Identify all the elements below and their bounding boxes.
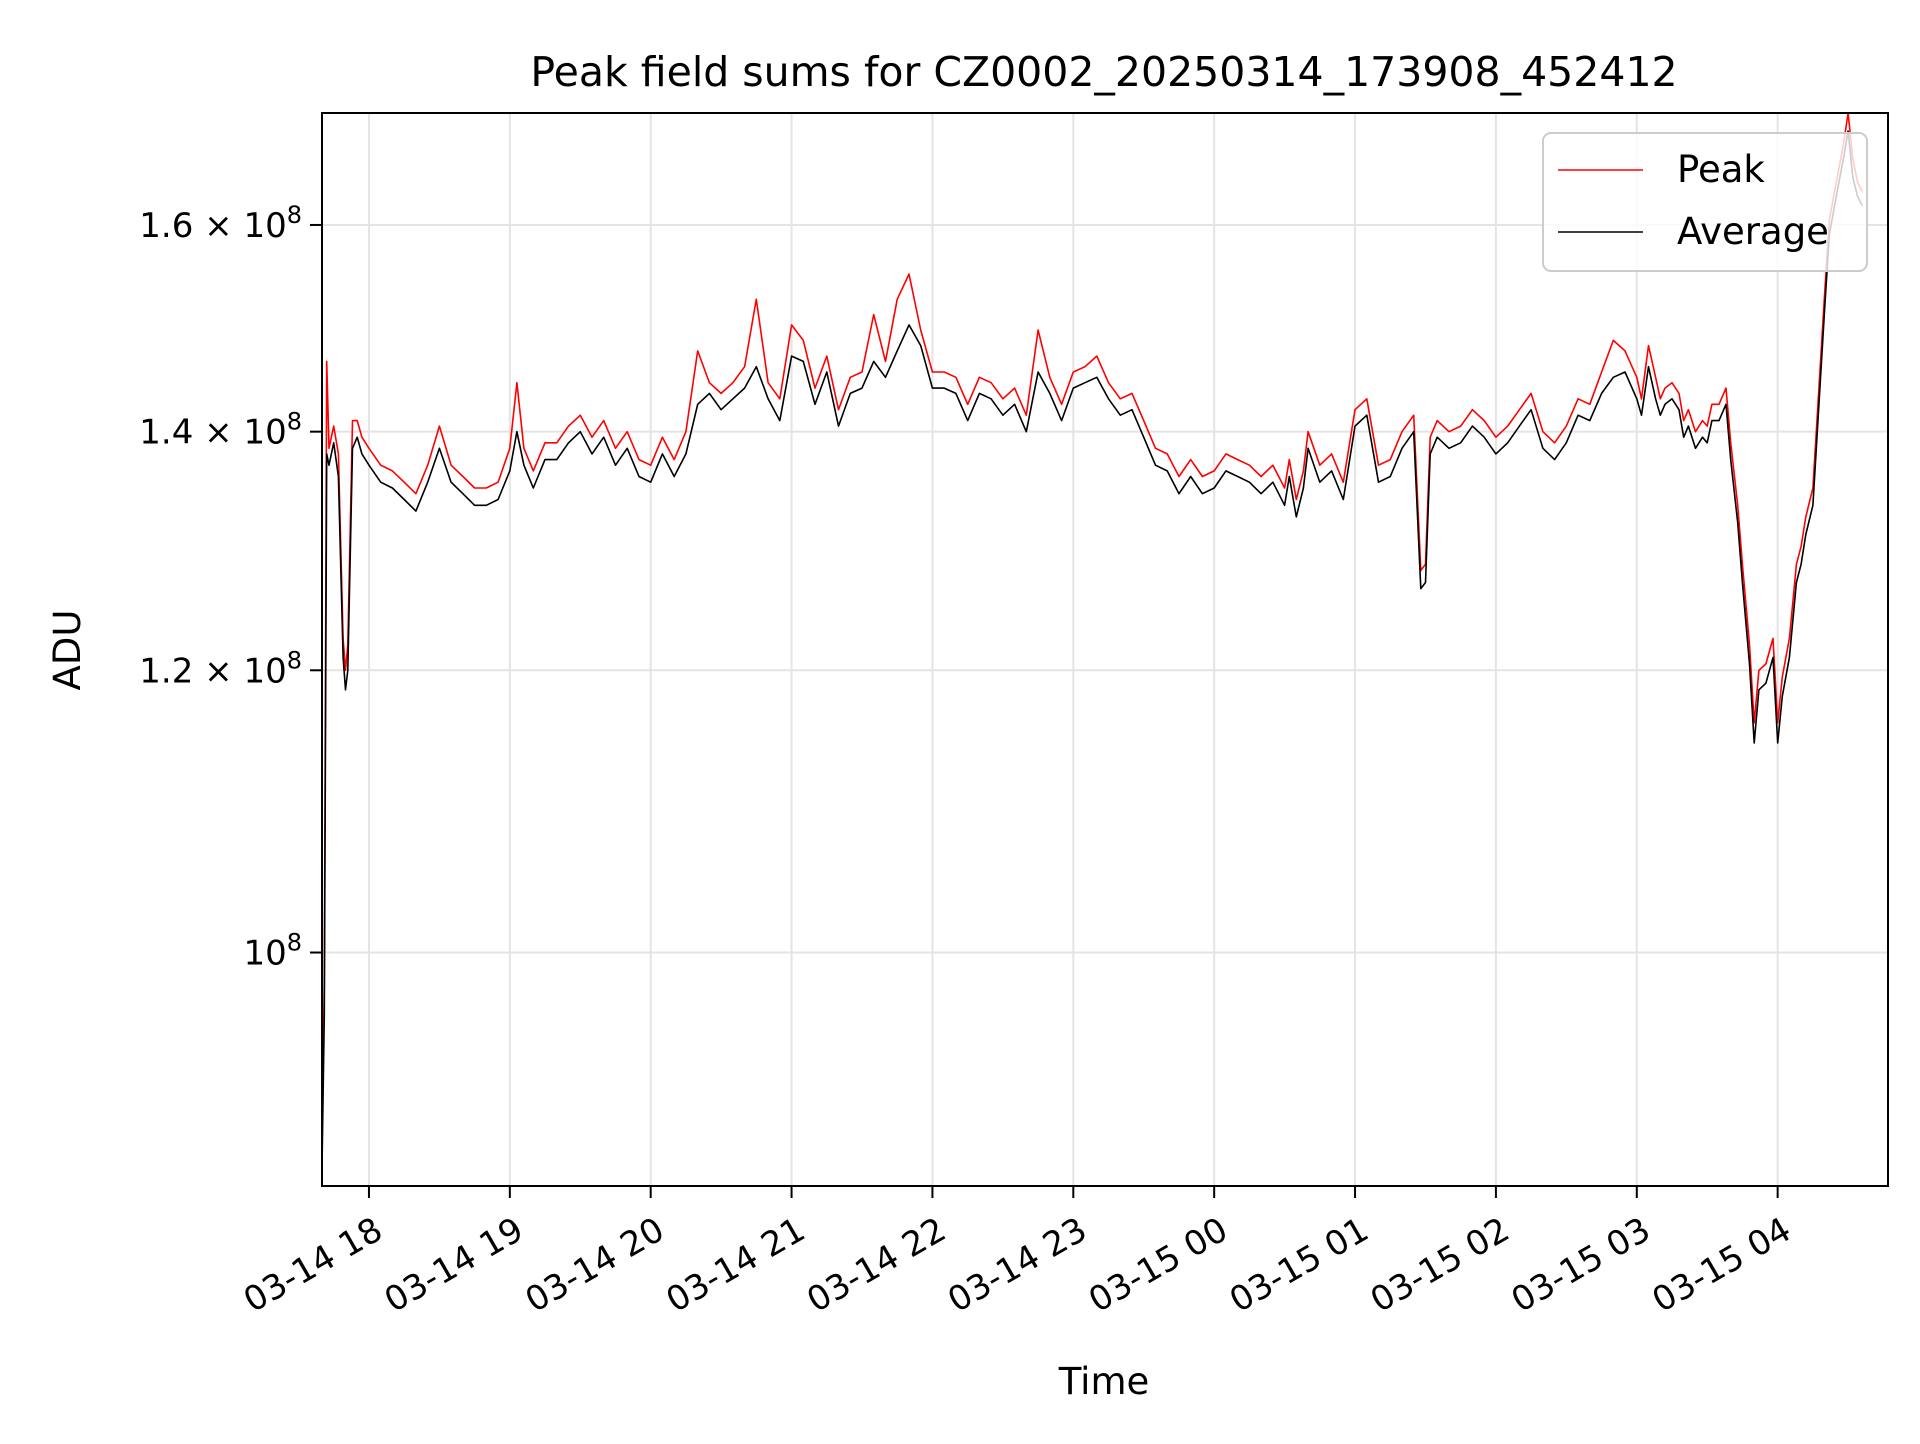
y-tick-exponent: 8 (287, 646, 302, 674)
x-axis-label: Time (1058, 1360, 1150, 1403)
plot-frame (321, 112, 1889, 1187)
y-tick-mantissa: 1.2 × 10 (139, 651, 286, 691)
y-axis-label: ADU (46, 610, 89, 691)
y-tick-exponent: 8 (287, 408, 302, 436)
y-tick-base: 10 (243, 934, 286, 974)
plot-area (322, 113, 1863, 1169)
legend-average-label: Average (1677, 210, 1829, 253)
average-series-line (322, 130, 1863, 1169)
legend: Peak Average (1542, 132, 1868, 272)
peak-series-line (322, 113, 1863, 1133)
legend-box (1542, 132, 1868, 272)
y-tick-label: 1.6 × 108 (139, 201, 302, 246)
y-tick-mantissa: 1.4 × 10 (139, 413, 286, 453)
y-tick-exponent: 8 (287, 929, 302, 957)
y-tick-label: 1.4 × 108 (139, 408, 302, 453)
y-tick-label: 1.2 × 108 (139, 646, 302, 691)
legend-peak-label: Peak (1677, 148, 1765, 191)
y-tick-label: 108 (243, 929, 302, 974)
grid-lines (322, 113, 1888, 1186)
y-tick-exponent: 8 (287, 201, 302, 229)
chart-title: Peak field sums for CZ0002_20250314_1739… (530, 48, 1677, 96)
y-tick-mantissa: 1.6 × 10 (139, 206, 286, 246)
